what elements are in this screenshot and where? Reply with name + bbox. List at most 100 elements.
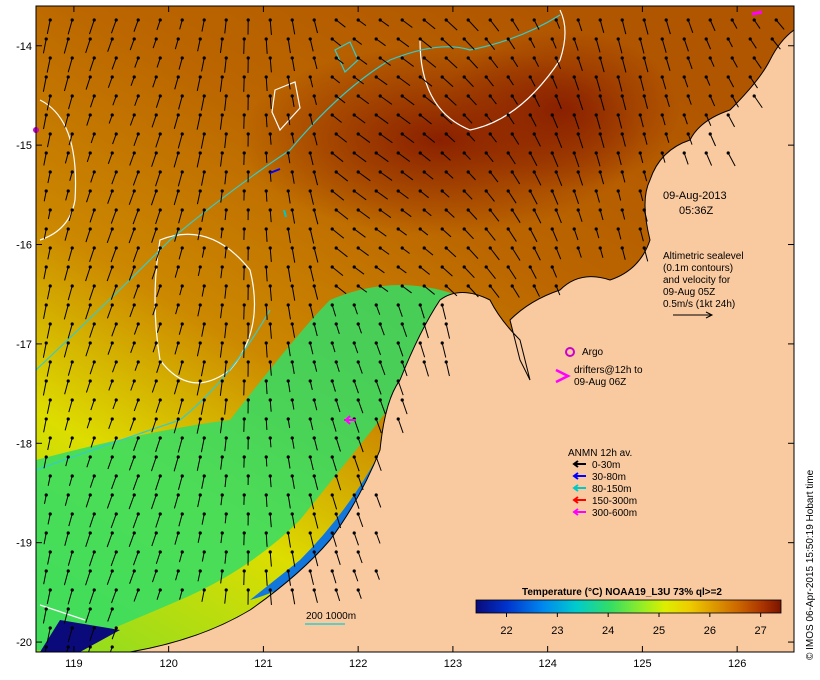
velocity-arrow — [352, 455, 360, 472]
velocity-arrow — [510, 208, 521, 223]
velocity-arrow — [308, 227, 315, 244]
velocity-arrow — [155, 246, 162, 262]
velocity-arrow — [196, 455, 202, 471]
velocity-arrow — [111, 322, 118, 337]
velocity-arrow — [86, 189, 92, 203]
velocity-arrow — [47, 246, 52, 260]
velocity-arrow — [444, 56, 458, 69]
velocity-arrow — [220, 493, 224, 506]
velocity-arrow — [330, 379, 336, 392]
velocity-arrow — [642, 18, 649, 35]
velocity-arrow — [638, 75, 645, 91]
velocity-arrow — [268, 132, 272, 145]
velocity-arrow — [444, 170, 454, 179]
velocity-arrow — [462, 189, 473, 200]
velocity-arrow — [174, 37, 180, 50]
argo-legend-label: Argo — [582, 347, 604, 358]
velocity-arrow — [46, 322, 52, 339]
velocity-arrow — [484, 227, 496, 241]
velocity-arrow — [532, 18, 540, 30]
velocity-arrow — [286, 151, 291, 164]
velocity-arrow — [488, 170, 499, 183]
velocity-arrow — [219, 113, 224, 130]
velocity-arrow — [466, 18, 479, 32]
velocity-arrow — [155, 94, 162, 108]
velocity-arrow — [510, 94, 518, 105]
velocity-arrow — [174, 227, 180, 242]
velocity-arrow — [111, 588, 118, 604]
velocity-arrow — [462, 113, 473, 124]
velocity-arrow — [152, 37, 158, 49]
velocity-arrow — [110, 512, 118, 529]
velocity-arrow — [356, 132, 371, 143]
velocity-arrow — [352, 265, 365, 275]
velocity-arrow — [290, 56, 295, 72]
velocity-arrow — [396, 113, 411, 125]
velocity-arrow — [64, 151, 70, 164]
velocity-arrow — [286, 455, 291, 469]
anmn-legend-label: 300-600m — [592, 508, 637, 519]
velocity-arrow — [286, 417, 291, 429]
velocity-arrow — [64, 227, 70, 241]
velocity-arrow — [132, 512, 140, 529]
velocity-arrow — [155, 398, 162, 413]
velocity-arrow — [334, 170, 349, 182]
velocity-arrow — [224, 588, 228, 604]
velocity-arrow — [68, 132, 74, 146]
velocity-arrow — [224, 512, 228, 524]
velocity-arrow — [334, 208, 349, 220]
lon-tick-label: 122 — [349, 658, 367, 670]
velocity-arrow — [88, 550, 96, 567]
velocity-arrow — [466, 284, 479, 298]
velocity-arrow — [400, 284, 412, 294]
velocity-arrow — [334, 550, 341, 565]
velocity-arrow — [151, 265, 158, 280]
velocity-arrow — [620, 132, 626, 147]
velocity-arrow — [352, 531, 359, 546]
velocity-arrow — [616, 227, 622, 240]
velocity-arrow — [112, 360, 118, 373]
velocity-arrow — [682, 151, 689, 165]
velocity-arrow — [89, 94, 96, 108]
cold-southwest — [40, 620, 120, 652]
velocity-arrow — [89, 18, 96, 35]
velocity-arrow — [155, 512, 162, 528]
velocity-arrow — [330, 569, 337, 584]
velocity-arrow — [110, 18, 118, 34]
velocity-arrow — [576, 56, 583, 72]
velocity-arrow — [67, 56, 74, 73]
velocity-arrow — [312, 132, 318, 146]
map-area — [36, 6, 794, 652]
colorbar-tick-label: 23 — [551, 625, 563, 637]
velocity-arrow — [378, 322, 385, 336]
altimetry-line-3: and velocity for — [663, 275, 731, 286]
velocity-arrow — [422, 94, 437, 106]
velocity-arrow — [108, 417, 114, 429]
velocity-arrow — [178, 360, 184, 375]
velocity-arrow — [112, 132, 118, 145]
velocity-arrow — [528, 37, 536, 49]
velocity-arrow — [242, 569, 246, 586]
velocity-arrow — [151, 113, 158, 128]
velocity-arrow — [312, 170, 319, 186]
velocity-arrow — [356, 18, 367, 27]
velocity-arrow — [374, 341, 382, 356]
anmn-legend-label: 150-300m — [592, 496, 637, 507]
velocity-arrow — [378, 18, 390, 27]
velocity-arrow — [400, 18, 413, 28]
velocity-arrow — [532, 132, 541, 147]
velocity-arrow — [196, 379, 202, 396]
velocity-arrow — [400, 132, 415, 144]
drifter-marker — [344, 415, 356, 425]
velocity-arrow — [111, 170, 118, 185]
velocity-arrow — [174, 265, 180, 278]
velocity-arrow — [334, 398, 341, 413]
velocity-arrow — [128, 493, 136, 510]
velocity-arrow — [242, 265, 246, 281]
velocity-arrow — [356, 588, 362, 599]
velocity-arrow — [374, 75, 388, 86]
velocity-arrow — [110, 284, 118, 300]
image-date: 09-Aug-2013 — [663, 190, 727, 202]
velocity-arrow — [334, 588, 341, 602]
velocity-arrow — [133, 18, 140, 32]
